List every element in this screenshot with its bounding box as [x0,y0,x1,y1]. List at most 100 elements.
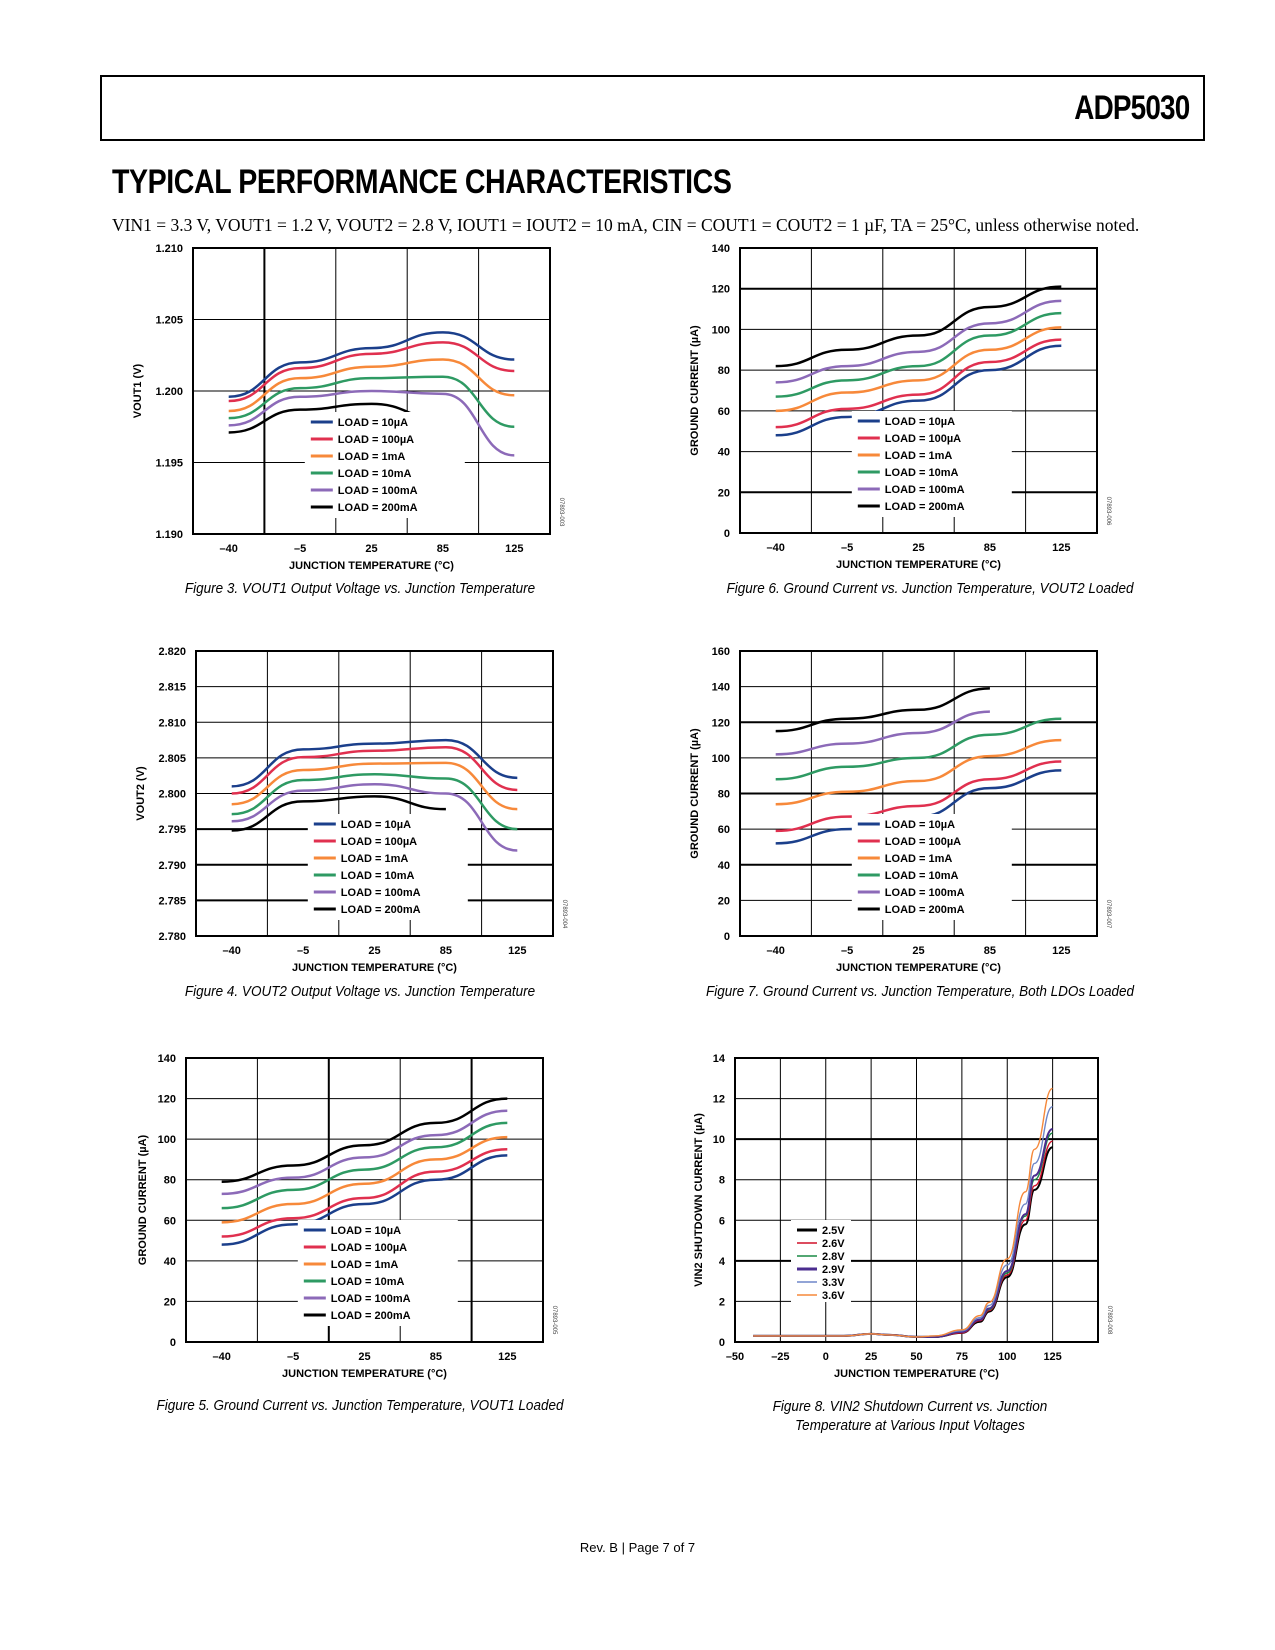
series-line-load-10ma [221,1121,508,1210]
y-tick-label: 1.210 [155,243,183,255]
x-axis-label: JUNCTION TEMPERATURE (°C) [834,1368,999,1380]
legend: LOAD = 10µA LOAD = 100µA LOAD = 1mA LOAD = … [297,1220,458,1326]
legend: 2.5V2.6V2.8V2.9V3.3V3.6V [791,1220,851,1302]
series-line-load-1ma [221,1135,508,1224]
x-axis-label: JUNCTION TEMPERATURE (°C) [836,962,1001,974]
y-tick-label: 8 [719,1175,725,1187]
figure-id-label: 07893-003 [558,498,564,527]
y-tick-label: 0 [719,1337,725,1349]
series-line-3-6v [753,1087,1054,1338]
series-line-load-100ma [775,710,990,756]
y-tick-label: 140 [712,243,730,255]
legend-item: LOAD = 10µA [857,416,955,428]
plot-frame [739,650,1098,937]
figure-id-label: 07893-008 [1106,1306,1112,1335]
series-line-load-200ma [221,1097,508,1183]
x-tick-label: –40 [220,543,238,555]
x-tick-label: 125 [1052,542,1070,554]
legend-item: LOAD = 10mA [857,467,959,479]
legend-item: LOAD = 1mA [857,853,952,865]
y-tick-label: 14 [713,1053,726,1065]
legend-label: LOAD = 200mA [331,1310,411,1322]
y-axis-label: VOUT1 (V) [132,363,144,418]
legend-label: LOAD = 100mA [331,1293,411,1305]
series-line-load-1ma [231,761,518,811]
legend-label: LOAD = 10mA [885,467,959,479]
y-tick-label: 2.785 [158,895,186,907]
figure-3-vout1-vs-temp: 1.190 1.195 1.200 1.205 1.210 –40 –5 25 85 125 JUN… [130,240,590,580]
header-box: ADP5030 [100,75,1205,141]
series-line-load-200ma [231,795,446,832]
plot-frame [734,1057,1099,1343]
figure-5-ground-current-vout1: 0 20 40 60 80 100 120 140 –40 –5 25 85 125 JUNCTION T… [130,1050,590,1395]
x-tick-label: 25 [358,1351,370,1363]
y-tick-label: 2 [719,1296,725,1308]
x-tick-label: 85 [437,543,449,555]
chart-svg: 1.190 1.195 1.200 1.205 1.210 –40 –5 25 85 125 JUN… [132,243,564,572]
y-tick-label: 120 [712,717,730,729]
legend-item: LOAD = 200mA [310,502,418,514]
legend-item: 2.9V [797,1264,845,1276]
series-line-load-10-a [228,331,515,398]
legend-label: LOAD = 200mA [338,502,418,514]
caption-figure-8: Figure 8. VIN2 Shutdown Current vs. Junc… [772,1398,1048,1434]
x-tick-label: 85 [440,945,452,957]
x-tick-label: 125 [1052,945,1070,957]
series-line-load-200ma [775,687,990,733]
series-line-load-100ma [221,1109,508,1196]
legend-item: LOAD = 10mA [310,468,412,480]
figure-id-label: 07893-004 [561,900,567,929]
y-tick-label: 20 [164,1296,176,1308]
legend-label: 3.6V [822,1290,845,1302]
chart-svg: 2.780 2.785 2.790 2.795 2.800 2.805 2.810 2.815… [135,646,567,974]
series-line-load-100-a [221,1148,508,1238]
legend-item: LOAD = 100µA [857,836,961,848]
legend-background [304,412,465,518]
legend-item: 2.5V [797,1225,845,1237]
y-tick-label: 60 [718,406,730,418]
y-tick-label: 10 [713,1134,725,1146]
y-tick-label: 100 [712,324,730,336]
legend-label: LOAD = 200mA [341,904,421,916]
figure-4-vout2-vs-temp: 2.780 2.785 2.790 2.795 2.800 2.805 2.810 2.815… [130,645,590,985]
legend-item: LOAD = 10µA [857,819,955,831]
y-tick-label: 40 [718,447,730,459]
y-tick-label: 80 [164,1175,176,1187]
legend-item: LOAD = 100µA [857,433,961,445]
legend-item: LOAD = 100µA [303,1242,407,1254]
caption-figure-4: Figure 4. VOUT2 Output Voltage vs. Junct… [184,983,536,1000]
legend-background [307,814,468,920]
legend-label: LOAD = 100mA [341,887,421,899]
legend-background [791,1220,851,1302]
y-tick-label: 80 [718,789,730,801]
series-line-load-100-a [775,760,1062,833]
legend-label: LOAD = 100µA [331,1242,407,1254]
legend-label: LOAD = 10mA [341,870,415,882]
caption-figure-6: Figure 6. Ground Current vs. Junction Te… [726,580,1134,597]
y-axis-label: GROUND CURRENT (µA) [689,728,701,859]
legend-label: LOAD = 10µA [885,416,955,428]
x-tick-label: –5 [841,542,853,554]
series-line-load-10ma [231,773,518,831]
y-tick-label: 2.815 [158,682,186,694]
y-tick-label: 2.805 [158,753,186,765]
y-tick-label: 20 [718,487,730,499]
y-tick-label: 6 [719,1215,725,1227]
legend-item: LOAD = 10µA [310,417,408,429]
caption-figure-7: Figure 7. Ground Current vs. Junction Te… [705,983,1134,1000]
legend-item: LOAD = 1mA [857,450,952,462]
legend-item: LOAD = 200mA [857,501,965,513]
figure-id-label: 07893-006 [1105,497,1111,526]
legend-background [297,1220,458,1326]
legend-label: LOAD = 10mA [331,1276,405,1288]
chart-svg: 0 20 40 60 80 100 120 140 160 –40 –5 25 85 125 JUNCTIO… [689,646,1111,974]
legend-label: LOAD = 10µA [338,417,408,429]
grid [739,650,1098,937]
x-tick-label: –40 [223,945,241,957]
page-footer: Rev. B | Page 7 of 7 [579,1540,696,1555]
x-tick-label: –25 [771,1351,789,1363]
x-tick-label: –5 [297,945,309,957]
y-tick-label: 2.795 [158,824,186,836]
legend-item: LOAD = 100mA [310,485,418,497]
x-tick-label: –40 [767,945,785,957]
